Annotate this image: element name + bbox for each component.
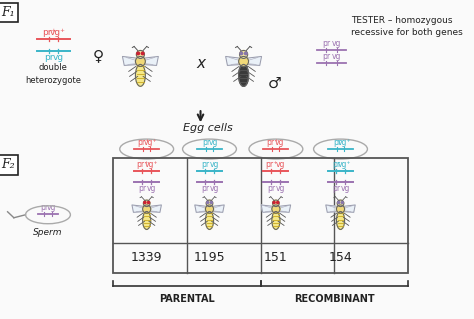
Polygon shape: [326, 205, 340, 212]
Text: PARENTAL: PARENTAL: [159, 294, 215, 304]
Ellipse shape: [272, 211, 280, 229]
Ellipse shape: [205, 211, 214, 229]
Text: vg: vg: [146, 184, 156, 193]
Text: pr: pr: [332, 184, 340, 193]
Text: vg⁺: vg⁺: [144, 138, 157, 147]
Text: pr⁺: pr⁺: [42, 27, 56, 37]
Text: 1339: 1339: [131, 251, 163, 264]
Text: pr: pr: [44, 54, 54, 63]
Text: pr⁺: pr⁺: [137, 138, 149, 147]
Text: ♀: ♀: [92, 48, 104, 63]
Text: vg: vg: [210, 160, 219, 169]
Ellipse shape: [273, 202, 275, 204]
Ellipse shape: [238, 64, 248, 86]
Polygon shape: [147, 205, 161, 212]
Text: double
heterozygote: double heterozygote: [25, 63, 82, 85]
Ellipse shape: [207, 202, 209, 204]
Text: pr: pr: [202, 138, 210, 147]
Text: pr⁺: pr⁺: [266, 138, 278, 147]
Text: pr: pr: [322, 40, 330, 48]
Text: vg: vg: [275, 138, 284, 147]
Polygon shape: [341, 205, 355, 212]
Ellipse shape: [273, 200, 279, 207]
Text: 1195: 1195: [194, 251, 225, 264]
Polygon shape: [141, 56, 158, 65]
Ellipse shape: [143, 205, 151, 213]
Text: pr: pr: [322, 52, 330, 62]
Text: vg⁺: vg⁺: [145, 160, 158, 169]
Ellipse shape: [337, 200, 344, 207]
Text: RECOMBINANT: RECOMBINANT: [294, 294, 374, 304]
Text: Sperm: Sperm: [33, 228, 63, 237]
Text: Egg cells: Egg cells: [183, 123, 233, 133]
Text: vg⁺: vg⁺: [50, 27, 66, 37]
Text: pr: pr: [138, 184, 146, 193]
Ellipse shape: [137, 52, 139, 55]
Text: ♂: ♂: [267, 76, 281, 91]
Ellipse shape: [144, 202, 146, 204]
Text: vg⁺: vg⁺: [338, 160, 352, 169]
Text: vg: vg: [210, 184, 219, 193]
Ellipse shape: [337, 202, 340, 204]
Text: vg: vg: [209, 138, 218, 147]
Text: vg: vg: [332, 52, 342, 62]
Text: x: x: [196, 56, 205, 71]
Polygon shape: [226, 56, 243, 65]
Polygon shape: [210, 205, 224, 212]
Ellipse shape: [143, 211, 151, 229]
Ellipse shape: [238, 56, 248, 66]
Ellipse shape: [240, 52, 243, 55]
Ellipse shape: [141, 52, 144, 55]
Text: pr⁺: pr⁺: [265, 160, 278, 169]
Text: vg: vg: [332, 40, 342, 48]
Ellipse shape: [239, 50, 247, 58]
Text: vg: vg: [340, 184, 350, 193]
Text: pr: pr: [333, 138, 341, 147]
Text: vg⁺: vg⁺: [337, 138, 351, 147]
Text: vg: vg: [276, 160, 285, 169]
Text: pr: pr: [201, 184, 209, 193]
Ellipse shape: [147, 202, 150, 204]
Text: vg: vg: [52, 54, 64, 63]
Ellipse shape: [205, 205, 214, 213]
Ellipse shape: [136, 64, 146, 86]
Text: pr: pr: [332, 160, 340, 169]
Ellipse shape: [206, 200, 213, 207]
Text: pr: pr: [267, 184, 275, 193]
Ellipse shape: [137, 50, 145, 58]
Polygon shape: [122, 56, 139, 65]
Text: 154: 154: [328, 251, 352, 264]
Polygon shape: [261, 205, 275, 212]
Text: F₁: F₁: [2, 6, 15, 19]
Text: vg: vg: [276, 184, 285, 193]
Text: F₂: F₂: [2, 159, 15, 172]
Ellipse shape: [245, 52, 247, 55]
Ellipse shape: [341, 202, 344, 204]
Text: 151: 151: [264, 251, 288, 264]
Ellipse shape: [277, 202, 279, 204]
Ellipse shape: [210, 202, 212, 204]
Ellipse shape: [337, 205, 345, 213]
Text: TESTER – homozygous
recessive for both genes: TESTER – homozygous recessive for both g…: [351, 16, 463, 37]
Ellipse shape: [143, 200, 150, 207]
Ellipse shape: [272, 205, 280, 213]
Ellipse shape: [337, 211, 345, 229]
Polygon shape: [195, 205, 209, 212]
Text: vg: vg: [47, 203, 56, 212]
Text: pr: pr: [40, 203, 48, 212]
Text: pr⁺: pr⁺: [136, 160, 148, 169]
Text: pr: pr: [201, 160, 209, 169]
Polygon shape: [277, 205, 291, 212]
Ellipse shape: [136, 56, 146, 66]
Polygon shape: [245, 56, 262, 65]
Polygon shape: [132, 205, 146, 212]
